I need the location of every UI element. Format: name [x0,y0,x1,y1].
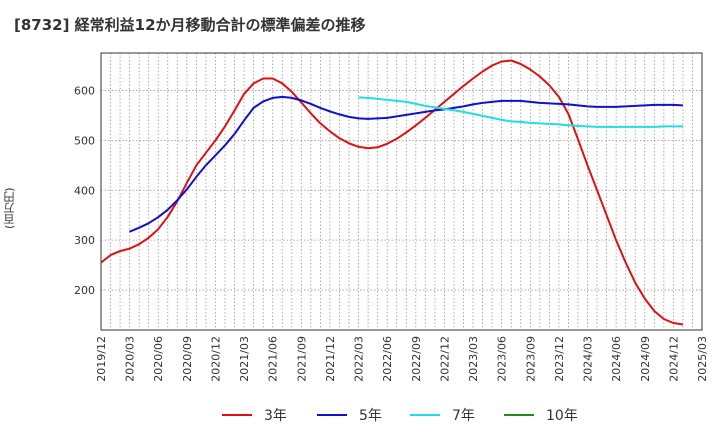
x-tick-label: 2020/06 [152,336,165,382]
x-tick-label: 2023/09 [524,336,537,382]
y-tick-label: 500 [74,134,95,147]
series-line-2 [129,95,683,233]
y-tick-label: 200 [74,284,95,297]
y-tick-label: 600 [74,84,95,97]
x-tick-label: 2022/03 [353,336,366,382]
x-tick-label: 2024/09 [639,336,652,382]
x-tick-label: 2025/03 [696,336,709,382]
series-line-3 [358,96,683,128]
x-tick-label: 2021/03 [238,336,251,382]
y-tick-label: 400 [74,184,95,197]
x-tick-label: 2024/03 [582,336,595,382]
plot-area [101,53,702,330]
y-tick-label: 300 [74,234,95,247]
x-tick-label: 2024/06 [610,336,623,382]
x-tick-label: 2020/03 [124,336,137,382]
legend-item: 3年 [222,408,287,424]
x-tick-label: 2023/12 [553,336,566,382]
chart-title: [8732] 経常利益12か月移動合計の標準偏差の推移 [14,16,366,34]
x-tick-label: 2024/12 [667,336,680,382]
x-tick-label: 2019/12 [95,336,108,382]
legend-label: 5年 [359,408,382,424]
legend-label: 7年 [452,408,475,424]
plot-frame [100,52,703,331]
legend-item: 5年 [317,408,382,424]
series-line-1 [100,59,684,326]
x-tick-label: 2023/03 [467,336,480,382]
x-tick-label: 2023/06 [496,336,509,382]
legend-item: 7年 [410,408,475,424]
x-tick-label: 2020/12 [209,336,222,382]
x-tick-label: 2022/12 [438,336,451,382]
x-tick-label: 2022/09 [410,336,423,382]
x-tick-label: 2021/09 [295,336,308,382]
x-tick-label: 2021/12 [324,336,337,382]
x-tick-label: 2020/09 [181,336,194,382]
x-tick-label: 2022/06 [381,336,394,382]
legend-label: 10年 [546,408,578,424]
legend-label: 3年 [264,408,287,424]
legend-item: 10年 [504,408,578,424]
x-tick-label: 2021/06 [267,336,280,382]
